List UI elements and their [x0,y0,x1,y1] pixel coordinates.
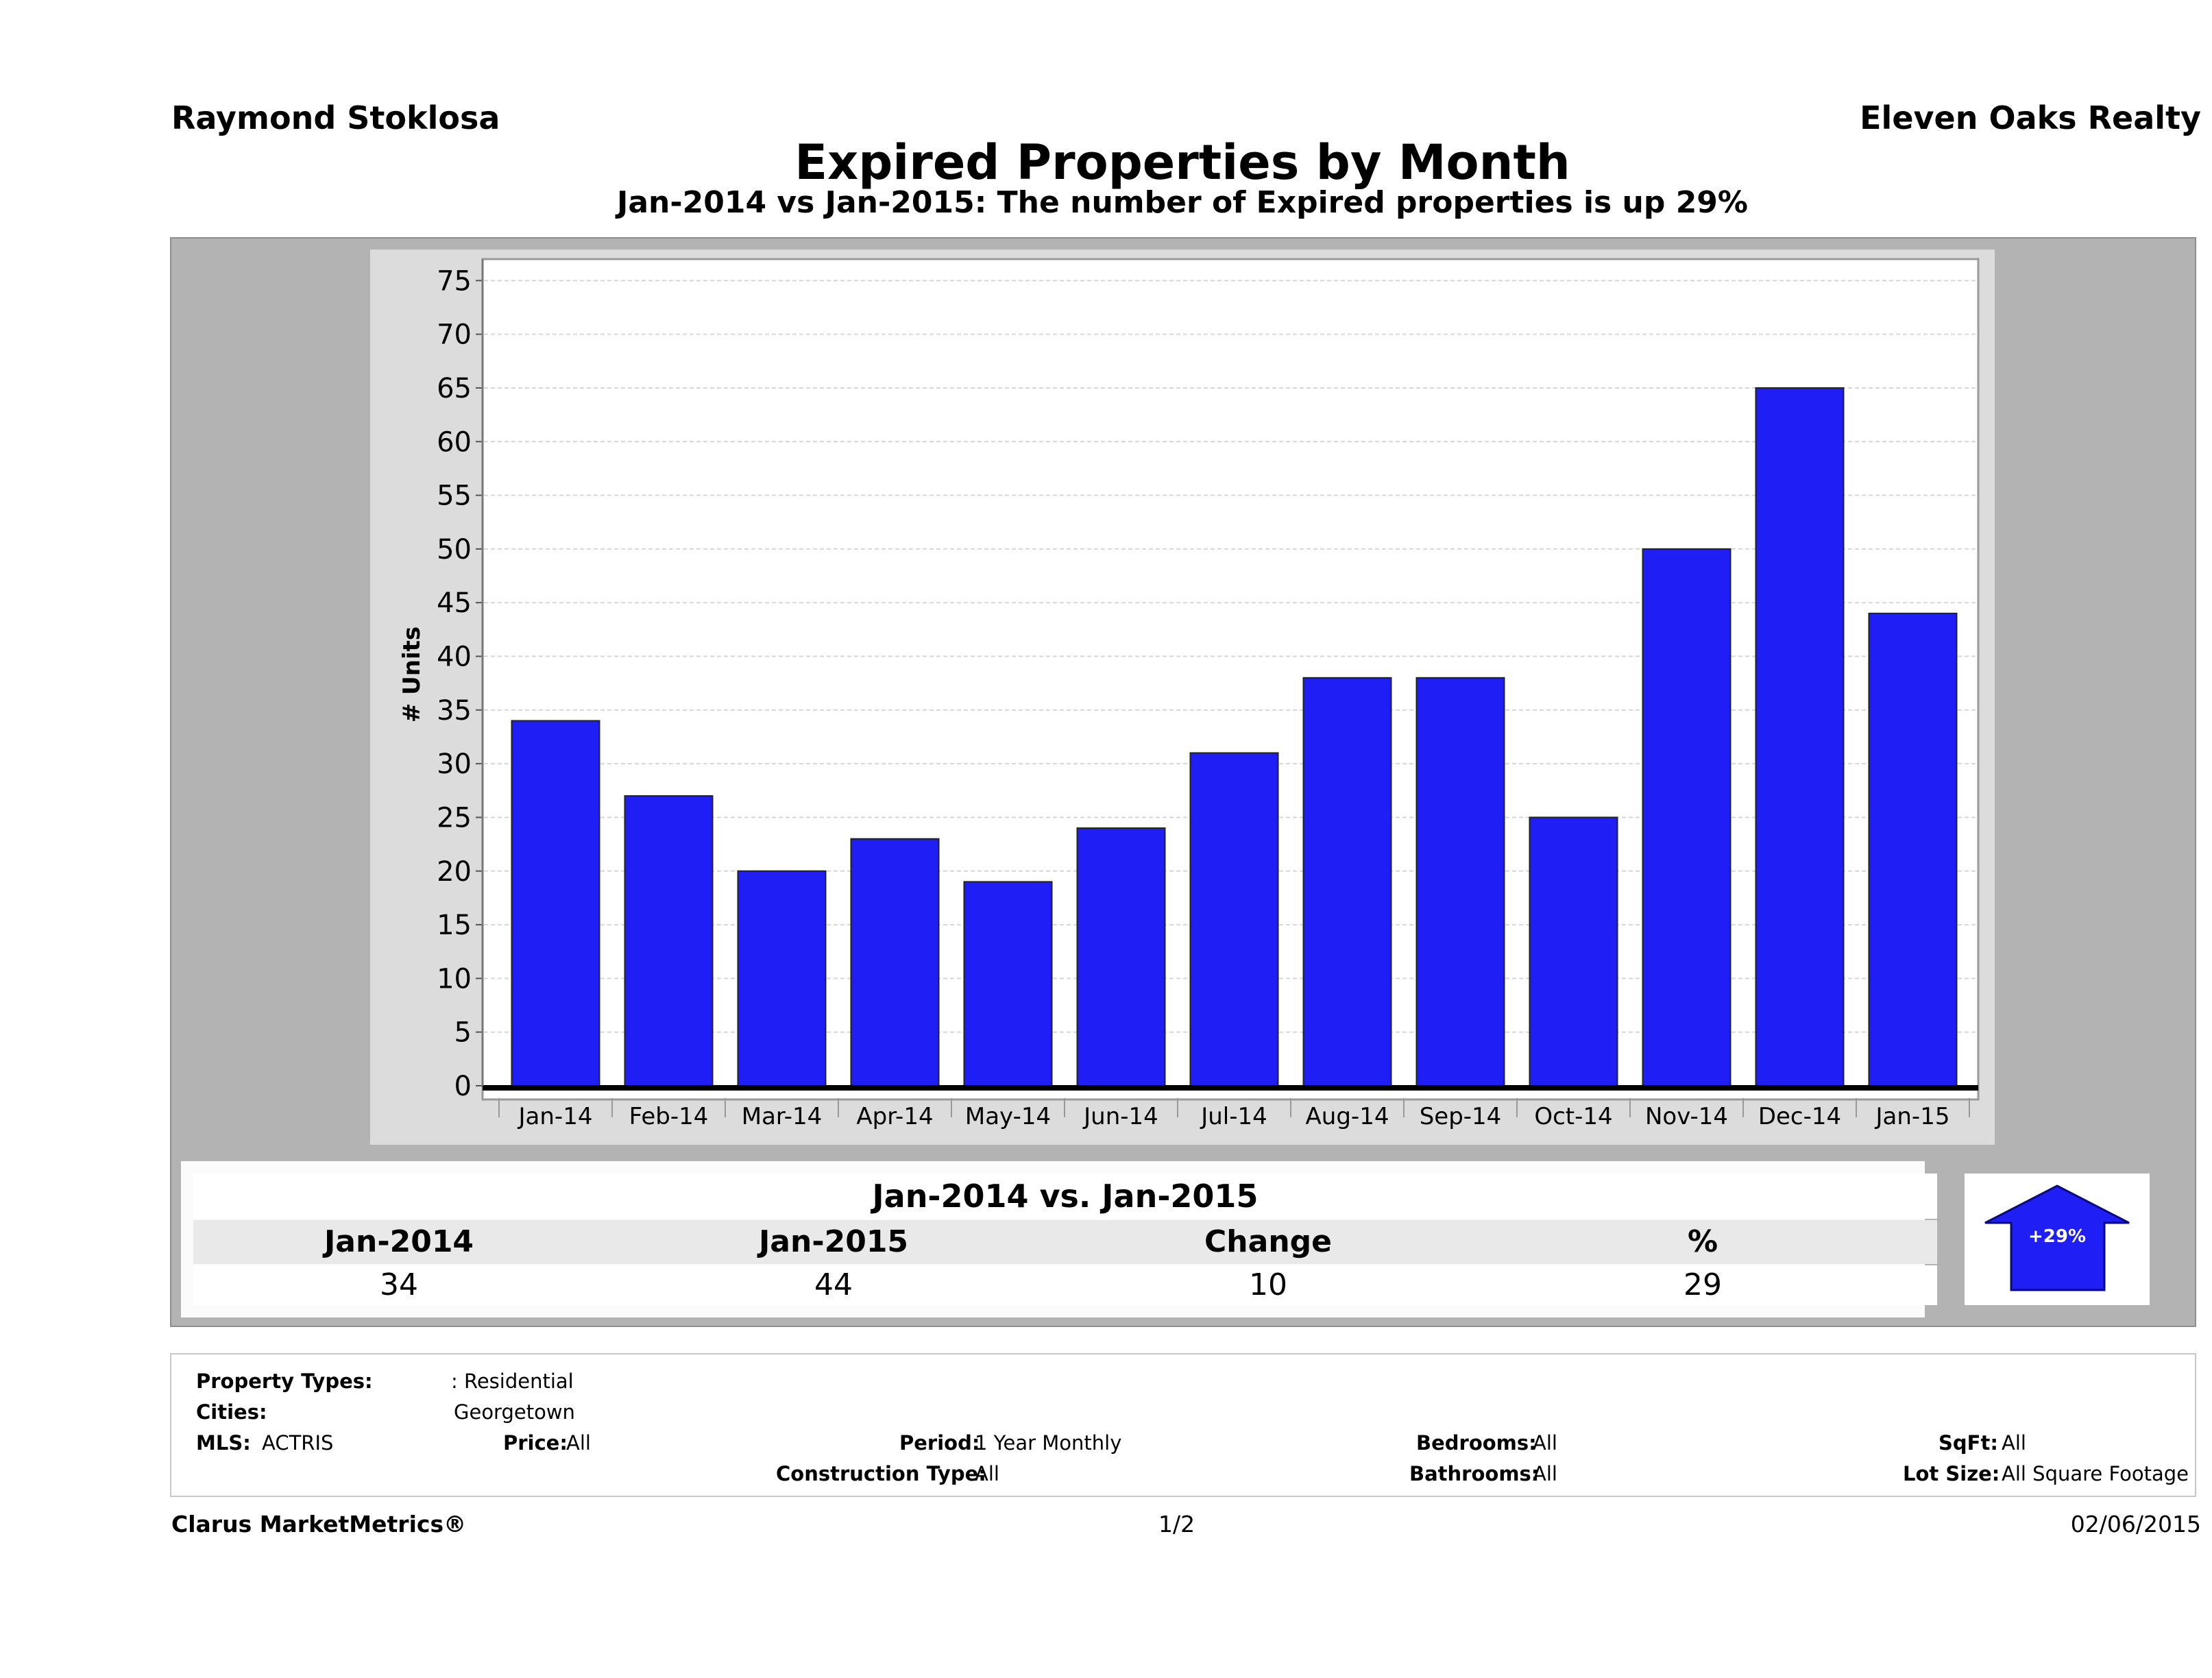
y-tick-label: 30 [437,749,472,780]
x-tick-label: Jul-14 [1200,1103,1267,1130]
summary-value-cell: 44 [814,1267,853,1302]
x-tick-label: Jun-14 [1082,1103,1158,1130]
agent-name: Raymond Stoklosa [171,99,500,136]
y-tick-label: 60 [437,426,472,458]
bedrooms-label: Bedrooms: [1416,1431,1537,1455]
construction-type-label: Construction Type: [776,1462,986,1485]
x-tick-label: Aug-14 [1306,1103,1389,1130]
cities-label: Cities: [196,1400,267,1424]
bathrooms-label: Bathrooms: [1409,1462,1540,1485]
x-tick-label: Nov-14 [1645,1103,1728,1130]
property-types-label: Property Types: [196,1370,373,1393]
y-tick-label: 0 [454,1071,472,1102]
cities-value: Georgetown [454,1400,575,1424]
x-tick-label: Sep-14 [1420,1103,1502,1130]
y-tick-label: 75 [437,265,472,297]
x-tick-label: Dec-14 [1758,1103,1841,1130]
report-date: 02/06/2015 [2070,1511,2201,1537]
arrow-up-icon: +29% [1984,1184,2130,1291]
change-badge: +29% [1965,1174,2150,1305]
lot-size-label: Lot Size: [1903,1462,2000,1485]
bedrooms-value: All [1533,1431,1557,1455]
bar [1868,612,1958,1086]
bar [1302,677,1392,1086]
y-tick-label: 40 [437,642,472,673]
bars [511,387,1958,1086]
report-subtitle: Jan-2014 vs Jan-2015: The number of Expi… [616,185,1749,220]
summary-header-cell: % [1687,1224,1718,1259]
mls-value: ACTRIS [262,1431,334,1455]
y-tick-label: 55 [437,481,472,512]
bar-chart: 0 5 10 15 20 25 30 35 40 45 50 55 60 65 70 75 Jan-14 Feb-… [398,258,1980,1130]
summary-value-row: 34 44 10 29 [193,1265,1937,1305]
x-tick-label: Jan-14 [518,1103,593,1130]
y-tick-label: 50 [437,534,472,566]
y-tick-label: 5 [454,1017,472,1049]
summary-header-cell: Jan-2015 [758,1224,909,1259]
lot-size-value: All Square Footage [2002,1462,2189,1485]
company-name: Eleven Oaks Realty [1860,99,2201,136]
summary-header-cell: Jan-2014 [324,1224,474,1259]
bar [963,881,1053,1086]
bar [1642,548,1731,1086]
axis-ticks: 0 5 10 15 20 25 30 35 40 45 50 55 60 65 70 75 Jan-14 Feb-… [437,259,1978,1130]
x-tick-label: Feb-14 [629,1103,709,1130]
y-tick-label: 65 [437,373,472,404]
footer-brand: Clarus MarketMetrics® [171,1511,467,1537]
bar [511,720,600,1086]
y-tick-label: 70 [437,319,472,351]
x-tick-label: Apr-14 [856,1103,933,1130]
price-value: All [566,1431,591,1455]
construction-type-value: All [975,1462,999,1485]
summary-title: Jan-2014 vs. Jan-2015 [193,1174,1937,1219]
summary-header-row: Jan-2014 Jan-2015 Change % [193,1220,1937,1264]
bar [1189,752,1279,1086]
sqft-label: SqFt: [1938,1431,1998,1455]
price-label: Price: [503,1431,568,1455]
period-label: Period: [899,1431,980,1455]
y-tick-label: 35 [437,695,472,727]
x-tick-label: Mar-14 [742,1103,823,1130]
y-tick-label: 10 [437,963,472,995]
bar [1755,387,1845,1086]
x-tick-label: Oct-14 [1534,1103,1612,1130]
x-tick-label: May-14 [965,1103,1051,1130]
y-axis-label: # Units [398,627,426,722]
bathrooms-value: All [1533,1462,1557,1485]
report-title: Expired Properties by Month [794,134,1570,191]
period-value: 1 Year Monthly [975,1431,1122,1455]
summary-value-cell: 34 [380,1267,418,1302]
bar [850,838,940,1086]
property-types-value: : Residential [451,1370,574,1393]
summary-header-cell: Change [1204,1224,1332,1259]
mls-label: MLS: [196,1431,251,1455]
page-number: 1/2 [1158,1511,1195,1537]
bar [1415,677,1505,1086]
bar [624,795,714,1086]
summary-value-cell: 29 [1684,1267,1722,1302]
bar [1529,816,1618,1086]
y-tick-label: 20 [437,856,472,888]
bar [737,870,827,1086]
y-tick-label: 15 [437,910,472,941]
filter-panel [170,1353,2196,1497]
sqft-value: All [2002,1431,2026,1455]
x-tick-label: Jan-15 [1875,1103,1950,1130]
bar [1076,827,1166,1086]
y-tick-label: 25 [437,802,472,834]
badge-label: +29% [2028,1226,2086,1247]
y-tick-label: 45 [437,587,472,619]
summary-value-cell: 10 [1249,1267,1287,1302]
